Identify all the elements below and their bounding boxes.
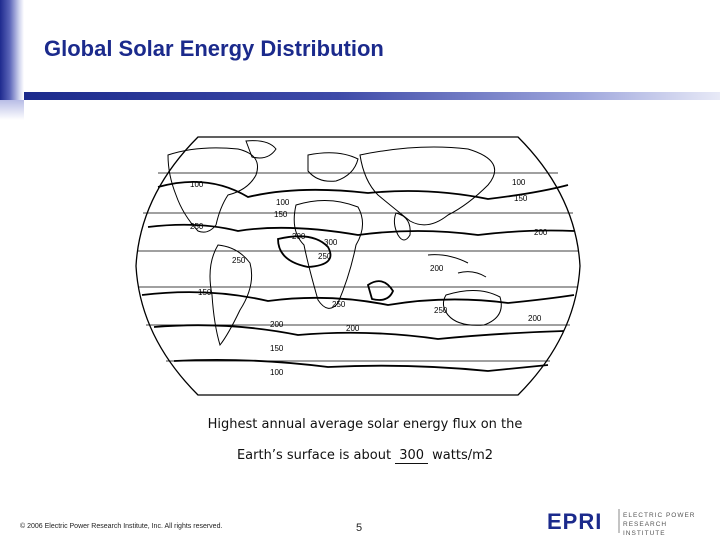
greenland-shape <box>245 140 277 159</box>
contour-value-labels: 100 100 150 100 150 250 200 300 250 200 … <box>190 178 548 377</box>
contour-label: 150 <box>270 344 284 353</box>
south-america-shape <box>209 244 253 347</box>
africa-shape <box>293 199 363 309</box>
contour-label: 250 <box>332 300 346 309</box>
contour-label: 100 <box>276 198 290 207</box>
slide-title: Global Solar Energy Distribution <box>44 36 384 61</box>
continents <box>167 140 502 347</box>
logo-caption: ELECTRIC POWER RESEARCH INSTITUTE <box>623 511 705 538</box>
contour-label: 250 <box>318 252 332 261</box>
contour-label: 200 <box>534 228 548 237</box>
north-america-shape <box>167 147 258 233</box>
caption-suffix: watts/m2 <box>428 448 494 463</box>
logo-text-line-1: ELECTRIC POWER <box>623 512 696 519</box>
asia-shape <box>359 146 496 226</box>
epri-wordmark-icon: EPRI <box>547 509 620 534</box>
contour-label: 200 <box>430 264 444 273</box>
contour-label: 150 <box>198 288 212 297</box>
page-number: 5 <box>356 522 363 534</box>
contour-label: 100 <box>512 178 526 187</box>
contour-label: 250 <box>434 306 448 315</box>
contour-label: 150 <box>274 210 288 219</box>
solar-flux-world-map: 100 100 150 100 150 250 200 300 250 200 … <box>135 136 581 396</box>
caption-line-1: Highest annual average solar energy flux… <box>207 417 523 432</box>
logo-text-line-2: RESEARCH INSTITUTE <box>623 521 668 537</box>
svg-text:EPRI: EPRI <box>547 509 602 534</box>
contour-label: 100 <box>190 180 204 189</box>
contour-label: 150 <box>514 194 528 203</box>
caption-prefix: Earth’s surface is about <box>236 448 396 463</box>
contour-label: 200 <box>292 232 306 241</box>
contour-label: 100 <box>270 368 284 377</box>
contour-label: 250 <box>190 222 204 231</box>
caption-line-2: Earth’s surface is about 300 watts/m2 <box>0 448 720 464</box>
india-shape <box>393 212 411 241</box>
islands-shape <box>427 254 487 278</box>
contour-label: 200 <box>346 324 360 333</box>
caption-highlight-value: 300 <box>395 448 429 464</box>
left-accent-bar <box>0 0 24 100</box>
title-underline-bar <box>24 92 720 100</box>
europe-shape <box>307 152 359 182</box>
contour-label: 200 <box>528 314 542 323</box>
australia-shape <box>442 290 502 326</box>
map-outline <box>135 136 581 396</box>
left-accent-fade <box>0 100 24 120</box>
contour-label: 200 <box>270 320 284 329</box>
contour-lines <box>141 180 575 372</box>
contour-label: 300 <box>324 238 338 247</box>
epri-logo: EPRI ELECTRIC POWER RESEARCH INSTITUTE <box>545 505 705 538</box>
copyright-footer: © 2006 Electric Power Research Institute… <box>20 523 223 530</box>
contour-label: 250 <box>232 256 246 265</box>
